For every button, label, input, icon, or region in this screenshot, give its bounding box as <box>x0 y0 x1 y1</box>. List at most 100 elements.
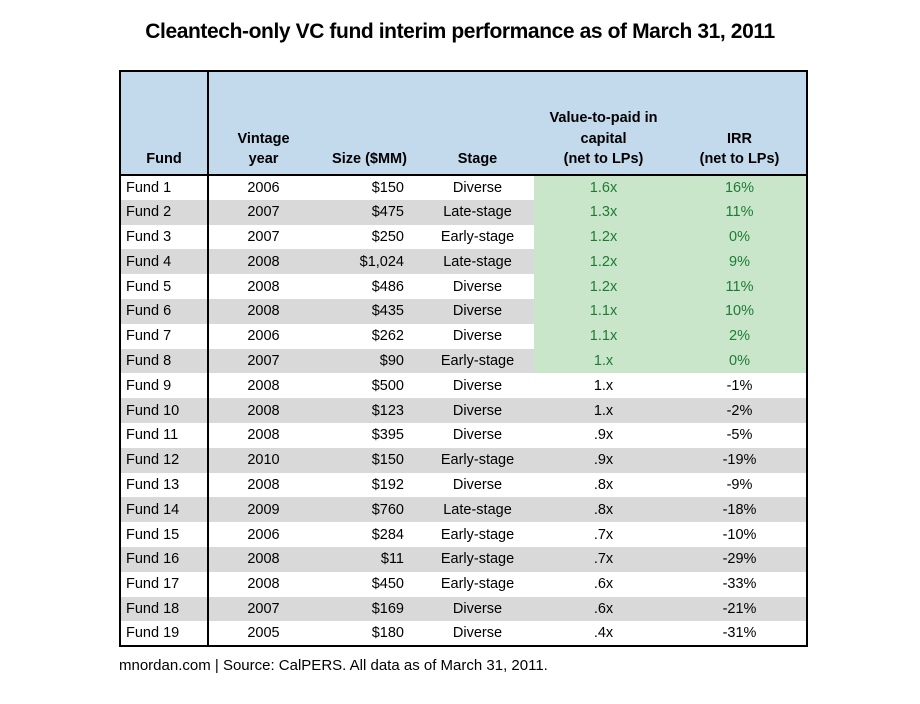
fund-cell: Fund 5 <box>120 274 209 299</box>
chart-title: Cleantech-only VC fund interim performan… <box>145 20 775 43</box>
header-line: IRR <box>727 130 752 147</box>
table-row: Fund 15 2006 $284 Early-stage .7x -10% <box>120 522 807 547</box>
vtpi-cell: .6x <box>534 596 673 622</box>
header-row: Fund Vintage year Size ($MM) Stage Value… <box>120 71 807 176</box>
header-line: Stage <box>457 151 498 168</box>
fund-cell: Fund 16 <box>120 546 209 572</box>
fund-cell: Fund 12 <box>120 447 209 473</box>
stage-cell: Diverse <box>421 472 534 498</box>
stage-cell: Diverse <box>421 298 534 324</box>
irr-cell: -21% <box>673 596 807 622</box>
size-cell: $250 <box>318 224 421 250</box>
irr-cell: -5% <box>673 422 807 448</box>
size-cell: $180 <box>318 621 421 647</box>
table-row: Fund 7 2006 $262 Diverse 1.1x 2% <box>120 323 807 349</box>
column-header-irr: IRR (net to LPs) <box>673 71 807 176</box>
fund-cell: Fund 8 <box>120 348 209 374</box>
size-cell: $475 <box>318 199 421 225</box>
vtpi-cell: .6x <box>534 571 673 597</box>
fund-cell: Fund 9 <box>120 373 209 399</box>
table-row: Fund 12 2010 $150 Early-stage .9x -19% <box>120 447 807 473</box>
column-header-vtpi: Value-to-paid in capital (net to LPs) <box>534 71 673 176</box>
fund-cell: Fund 7 <box>120 323 209 349</box>
fund-cell: Fund 19 <box>120 621 209 647</box>
stage-cell: Diverse <box>421 422 534 448</box>
fund-cell: Fund 6 <box>120 298 209 324</box>
stage-cell: Diverse <box>421 621 534 647</box>
size-cell: $1,024 <box>318 249 421 275</box>
stage-cell: Diverse <box>421 398 534 423</box>
size-cell: $11 <box>318 546 421 572</box>
stage-cell: Early-stage <box>421 522 534 547</box>
stage-cell: Late-stage <box>421 497 534 523</box>
vtpi-cell: 1.1x <box>534 298 673 324</box>
irr-cell: -19% <box>673 447 807 473</box>
vintage-year-cell: 2006 <box>208 522 318 547</box>
table-row: Fund 5 2008 $486 Diverse 1.2x 11% <box>120 274 807 299</box>
fund-cell: Fund 15 <box>120 522 209 547</box>
stage-cell: Late-stage <box>421 249 534 275</box>
irr-cell: -18% <box>673 497 807 523</box>
fund-cell: Fund 10 <box>120 398 209 423</box>
vintage-year-cell: 2007 <box>208 199 318 225</box>
table-row: Fund 8 2007 $90 Early-stage 1.x 0% <box>120 348 807 374</box>
vintage-year-cell: 2008 <box>208 373 318 399</box>
vintage-year-cell: 2007 <box>208 224 318 250</box>
vtpi-cell: .7x <box>534 546 673 572</box>
irr-cell: -9% <box>673 472 807 498</box>
table-row: Fund 17 2008 $450 Early-stage .6x -33% <box>120 571 807 597</box>
irr-cell: 11% <box>673 274 807 299</box>
size-cell: $435 <box>318 298 421 324</box>
size-cell: $760 <box>318 497 421 523</box>
vtpi-cell: 1.x <box>534 348 673 374</box>
stage-cell: Diverse <box>421 323 534 349</box>
stage-cell: Early-stage <box>421 224 534 250</box>
stage-cell: Early-stage <box>421 447 534 473</box>
vtpi-cell: 1.6x <box>534 175 673 200</box>
vtpi-cell: 1.x <box>534 373 673 399</box>
table-header: Fund Vintage year Size ($MM) Stage Value… <box>120 71 807 176</box>
size-cell: $262 <box>318 323 421 349</box>
header-line: Vintage <box>237 130 290 147</box>
table-row: Fund 16 2008 $11 Early-stage .7x -29% <box>120 546 807 572</box>
size-cell: $450 <box>318 571 421 597</box>
vtpi-cell: .7x <box>534 522 673 547</box>
vintage-year-cell: 2007 <box>208 596 318 622</box>
table-row: Fund 4 2008 $1,024 Late-stage 1.2x 9% <box>120 249 807 275</box>
table-row: Fund 1 2006 $150 Diverse 1.6x 16% <box>120 175 807 200</box>
fund-cell: Fund 17 <box>120 571 209 597</box>
fund-cell: Fund 3 <box>120 224 209 250</box>
irr-cell: -1% <box>673 373 807 399</box>
vintage-year-cell: 2008 <box>208 472 318 498</box>
table-row: Fund 3 2007 $250 Early-stage 1.2x 0% <box>120 224 807 250</box>
size-cell: $123 <box>318 398 421 423</box>
irr-cell: 0% <box>673 224 807 250</box>
fund-cell: Fund 1 <box>120 175 209 200</box>
vtpi-cell: 1.1x <box>534 323 673 349</box>
vtpi-cell: 1.3x <box>534 199 673 225</box>
size-cell: $192 <box>318 472 421 498</box>
vtpi-cell: 1.2x <box>534 224 673 250</box>
vtpi-cell: .4x <box>534 621 673 647</box>
size-cell: $150 <box>318 447 421 473</box>
table-row: Fund 13 2008 $192 Diverse .8x -9% <box>120 472 807 498</box>
fund-cell: Fund 11 <box>120 422 209 448</box>
irr-cell: 11% <box>673 199 807 225</box>
fund-table-body: Fund 1 2006 $150 Diverse 1.6x 16% Fund 2 2007 $4… <box>120 175 807 647</box>
header-line: Fund <box>146 151 182 168</box>
irr-cell: -10% <box>673 522 807 547</box>
fund-cell: Fund 18 <box>120 596 209 622</box>
vtpi-cell: 1.2x <box>534 249 673 275</box>
vintage-year-cell: 2006 <box>208 175 318 200</box>
table-row: Fund 14 2009 $760 Late-stage .8x -18% <box>120 497 807 523</box>
vtpi-cell: .9x <box>534 447 673 473</box>
table-row: Fund 19 2005 $180 Diverse .4x -31% <box>120 621 807 647</box>
header-line: Size ($MM) <box>332 151 407 168</box>
vintage-year-cell: 2006 <box>208 323 318 349</box>
irr-cell: 16% <box>673 175 807 200</box>
stage-cell: Diverse <box>421 274 534 299</box>
vintage-year-cell: 2007 <box>208 348 318 374</box>
stage-cell: Early-stage <box>421 571 534 597</box>
size-cell: $90 <box>318 348 421 374</box>
